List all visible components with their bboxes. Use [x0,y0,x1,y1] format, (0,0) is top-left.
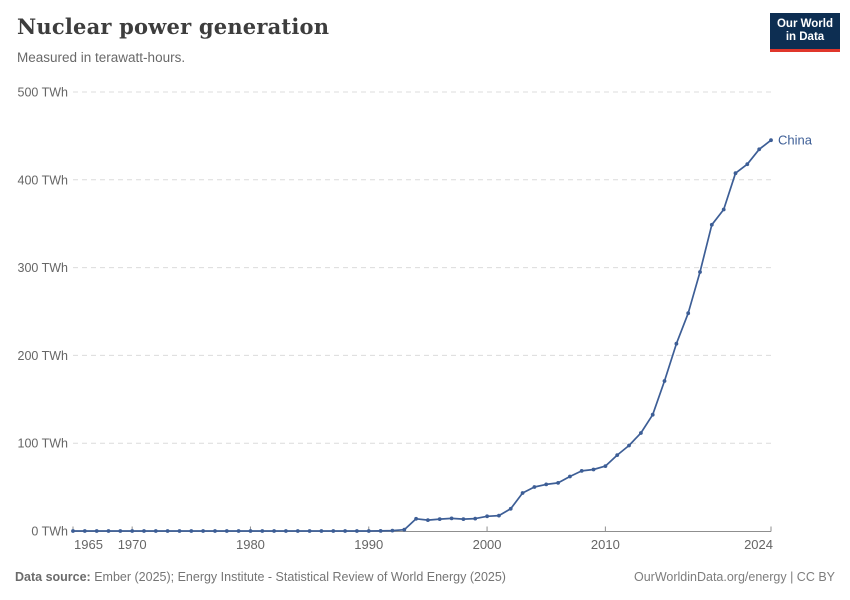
data-point [236,529,241,533]
data-point [213,529,217,533]
data-point [319,529,324,533]
data-point [224,529,229,533]
data-point [355,529,359,533]
data-point [343,529,347,533]
data-point [248,529,253,533]
data-point [698,270,702,274]
data-point [165,529,170,533]
data-point [615,453,620,457]
data-point [284,529,288,533]
data-point [461,517,466,521]
data-point [556,481,560,485]
y-axis-tick-label: 200 TWh [18,349,69,363]
data-point [402,527,407,532]
data-point [520,491,525,495]
owid-logo-line1: Our World [776,18,833,30]
y-axis-tick-label: 100 TWh [18,437,69,451]
chart-title: Nuclear power generation [17,14,330,39]
data-point [603,464,608,468]
data-point [130,529,135,533]
data-point [414,516,418,521]
data-point [331,529,336,533]
data-point [295,529,300,533]
data-point [544,482,549,487]
data-point [532,485,537,489]
license-note: OurWorldinData.org/energy | CC BY [633,570,835,584]
data-point [769,138,773,143]
data-point [437,517,442,521]
data-point [721,207,726,212]
data-point [485,514,489,519]
data-source-note: Data source: Ember (2025); Energy Instit… [15,570,506,584]
y-axis-tick-label: 400 TWh [18,173,69,187]
data-point [189,529,194,533]
data-point [118,529,123,533]
chart-subtitle: Measured in terawatt-hours. [17,50,186,65]
x-axis-tick-label: 2024 [744,537,773,552]
data-point [627,443,631,448]
owid-logo-line2: in Data [785,31,825,43]
data-source-label: Data source: [15,570,91,584]
series-line-china [72,139,772,532]
data-point [639,431,643,435]
data-point [153,529,158,533]
data-point [307,529,312,533]
data-point [733,171,738,176]
data-point [426,518,430,522]
data-point [390,528,395,533]
data-point [201,529,206,533]
data-point [568,474,572,479]
data-point [591,467,596,472]
data-point [757,147,762,152]
x-axis-tick-label: 1990 [354,537,383,552]
x-axis-tick-label: 1970 [118,537,147,552]
chart-footer: Data source: Ember (2025); Energy Instit… [0,567,850,591]
owid-logo: Our World in Data [770,13,840,52]
x-axis-tick-label: 2010 [591,537,620,552]
data-point [508,506,513,511]
data-point [142,529,146,533]
y-axis-tick-label: 500 TWh [18,86,69,100]
data-point [106,529,111,533]
data-point [82,529,87,533]
data-source-text: Ember (2025); Energy Institute - Statist… [90,570,506,584]
data-point [473,516,478,521]
data-point [71,529,75,533]
data-point [709,222,714,227]
x-axis-tick-label: 1965 [74,537,103,552]
y-axis-tick-label: 0 TWh [31,525,68,539]
x-axis-tick-label: 1980 [236,537,265,552]
data-point [260,529,265,533]
data-point [378,529,383,533]
data-point [272,529,276,533]
data-point [366,529,371,533]
data-point [94,529,99,533]
data-point [674,341,679,346]
data-point [177,529,182,533]
data-point [650,412,655,417]
data-point [497,513,501,518]
y-axis-tick-label: 300 TWh [18,261,69,275]
data-point [745,162,750,167]
x-axis-tick-label: 2000 [473,537,502,552]
data-point [579,469,584,473]
data-point [449,516,454,521]
data-point [686,311,691,316]
series-end-label: China [778,133,813,148]
data-point [662,379,667,383]
